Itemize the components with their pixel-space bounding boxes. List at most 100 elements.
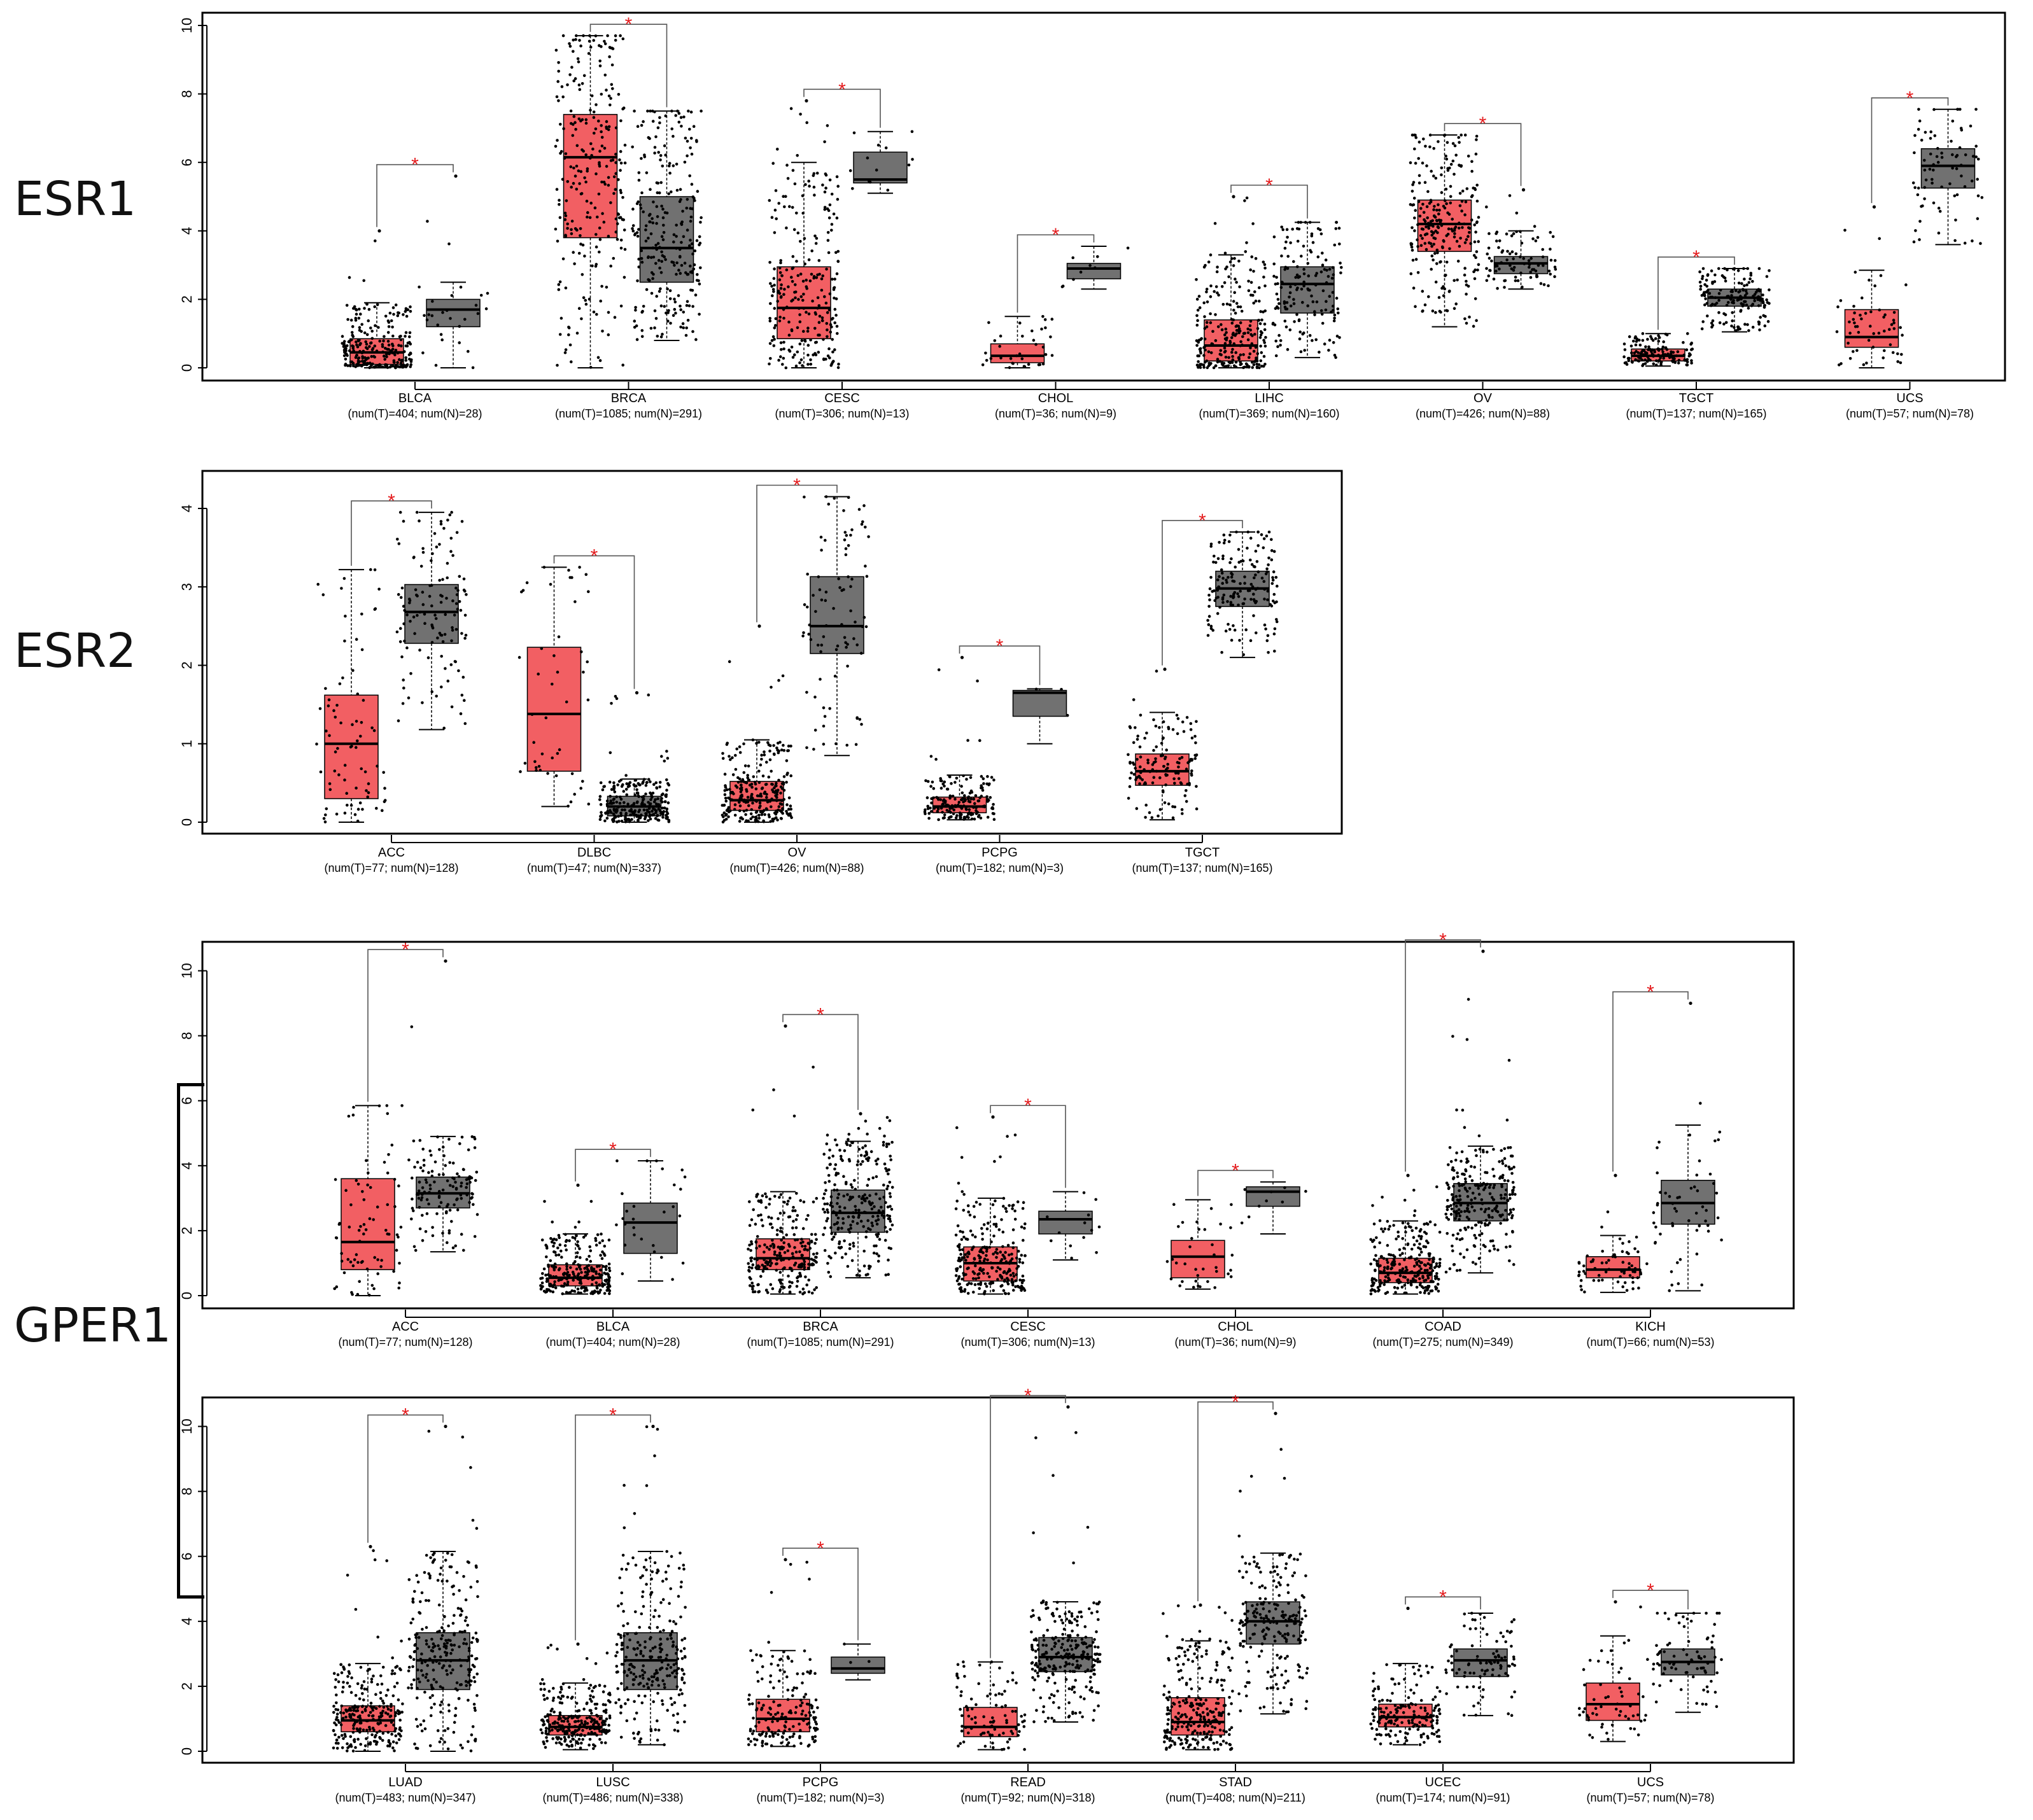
data-point [813, 193, 816, 197]
data-point [431, 1226, 434, 1229]
data-point [370, 726, 374, 730]
data-point [433, 532, 437, 535]
data-point [862, 1225, 865, 1228]
data-point [1474, 256, 1477, 260]
data-point [861, 1160, 864, 1163]
data-point [444, 667, 447, 670]
data-point [955, 776, 959, 780]
data-point [648, 813, 652, 816]
data-point [1195, 720, 1198, 724]
data-point [1277, 333, 1281, 337]
data-point [678, 1214, 682, 1217]
data-point [438, 1148, 441, 1151]
data-point [1940, 185, 1943, 189]
data-point [756, 794, 759, 797]
data-point [592, 39, 595, 42]
data-point [772, 752, 776, 756]
data-point [397, 1235, 400, 1239]
data-point [356, 808, 360, 811]
data-point [780, 283, 783, 286]
data-point [1272, 550, 1276, 553]
data-point [680, 263, 684, 267]
data-point [357, 316, 361, 320]
data-point [603, 819, 607, 823]
data-point [1651, 339, 1655, 342]
data-point [1731, 319, 1734, 323]
data-point [582, 150, 585, 153]
data-point [409, 360, 413, 363]
data-point [1758, 328, 1761, 332]
data-point [812, 1252, 815, 1256]
data-point [978, 814, 981, 817]
data-point [635, 202, 639, 206]
data-point [1197, 295, 1201, 298]
data-point [847, 1133, 851, 1136]
data-point [678, 248, 682, 251]
data-point [566, 1274, 570, 1278]
category-label: OV [1474, 391, 1493, 405]
data-point [1676, 350, 1680, 353]
data-point [986, 815, 990, 819]
data-point [649, 802, 652, 806]
data-point [815, 276, 819, 279]
data-point [412, 556, 416, 559]
data-point [1209, 627, 1213, 631]
data-point [1291, 227, 1294, 231]
data-point [584, 153, 587, 157]
data-point [825, 1142, 829, 1145]
data-point [351, 723, 354, 726]
data-point [645, 781, 649, 785]
data-point [566, 180, 570, 183]
data-point [575, 144, 579, 148]
data-point [686, 154, 689, 158]
data-point [603, 1283, 607, 1286]
data-point [688, 174, 691, 178]
data-point [1219, 349, 1223, 353]
data-point [1432, 174, 1435, 178]
data-point [1422, 211, 1426, 214]
data-point [1230, 321, 1234, 325]
data-point [1173, 805, 1177, 809]
data-point [679, 325, 682, 329]
data-point [689, 264, 692, 268]
data-point [1549, 230, 1552, 234]
data-point [455, 1198, 458, 1201]
data-point [1158, 776, 1162, 780]
data-point [1256, 319, 1260, 322]
data-point [1733, 326, 1736, 329]
data-point [554, 1286, 558, 1290]
data-point [862, 504, 866, 507]
data-point [1918, 238, 1921, 241]
data-point [367, 319, 370, 323]
sample-count-label: (num(T)=36; num(N)=9) [995, 407, 1116, 420]
data-point [1326, 275, 1330, 278]
data-point [840, 1245, 843, 1249]
data-point [788, 1245, 791, 1248]
data-point [1758, 289, 1761, 292]
data-point [1254, 358, 1258, 362]
data-point [651, 792, 655, 795]
data-point [427, 1171, 430, 1174]
data-point [1199, 351, 1202, 355]
data-point [1442, 294, 1446, 298]
data-point [770, 1222, 773, 1226]
data-point [324, 687, 327, 690]
data-point [753, 780, 757, 784]
data-point [792, 1219, 795, 1223]
data-point [1929, 137, 1932, 140]
data-point [560, 85, 564, 88]
data-point [822, 635, 826, 638]
data-point [1264, 335, 1267, 339]
data-point [768, 317, 771, 320]
data-point [828, 1149, 831, 1152]
data-point [355, 1253, 358, 1256]
data-point [848, 1198, 851, 1201]
data-point [1018, 321, 1022, 325]
data-point [1487, 274, 1490, 277]
data-point [1243, 199, 1246, 202]
data-point [827, 1271, 831, 1274]
data-point [399, 1226, 403, 1229]
data-point [537, 672, 540, 676]
data-point [600, 1257, 604, 1260]
data-point [1195, 278, 1198, 281]
